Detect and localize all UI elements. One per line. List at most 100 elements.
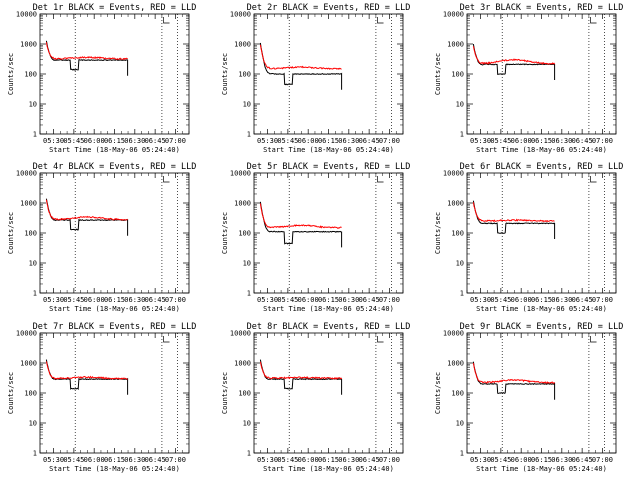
y-tick-label: 1000 [20, 360, 37, 368]
bracket-marker [590, 336, 597, 343]
events-series-line [259, 201, 343, 248]
panel-title: Det 1r BLACK = Events, RED = LLD [33, 3, 197, 13]
y-tick-label: 1 [33, 290, 37, 298]
x-tick-label: 05:45 [63, 296, 84, 304]
x-axis-label: Start Time (18-May-06 05:24:40) [263, 305, 394, 313]
x-tick-label: 06:15 [531, 456, 552, 464]
x-axis-label: Start Time (18-May-06 05:24:40) [476, 305, 607, 313]
panel-det-6: Det 6r BLACK = Events, RED = LLD 1 10 100 10… [434, 162, 623, 313]
bracket-marker [377, 336, 384, 343]
x-tick-label: 06:15 [318, 137, 339, 145]
bracket-marker [377, 17, 384, 24]
y-tick-label: 10000 [443, 11, 464, 19]
y-tick-label: 1000 [447, 200, 464, 208]
bracket-marker [590, 17, 597, 24]
plot-frame [466, 172, 617, 294]
y-tick-label: 10 [29, 101, 37, 109]
y-tick-label: 10000 [443, 170, 464, 178]
x-tick-label: 06:30 [124, 456, 145, 464]
panel-det-2: Det 2r BLACK = Events, RED = LLD 1 10 100 10… [221, 3, 410, 154]
x-tick-label: 06:15 [531, 296, 552, 304]
x-tick-label: 06:00 [298, 296, 319, 304]
panel-title: Det 3r BLACK = Events, RED = LLD [460, 3, 624, 13]
y-axis-label: Counts/sec [434, 372, 442, 414]
bracket-marker [377, 176, 384, 183]
x-tick-label: 06:45 [145, 296, 166, 304]
bracket-marker [590, 176, 597, 183]
lld-series-line [259, 44, 342, 70]
panel-det-3: Det 3r BLACK = Events, RED = LLD 1 10 100 10… [434, 3, 623, 154]
x-tick-label: 07:00 [379, 296, 400, 304]
y-tick-label: 10000 [16, 11, 37, 19]
plot-frame [253, 172, 404, 294]
x-tick-label: 06:45 [359, 296, 380, 304]
x-tick-label: 07:00 [165, 137, 186, 145]
lld-series-line [45, 42, 128, 61]
x-tick-label: 06:45 [145, 137, 166, 145]
x-tick-label: 05:30 [257, 137, 278, 145]
x-tick-label: 06:00 [84, 137, 105, 145]
panel-title: Det 5r BLACK = Events, RED = LLD [247, 162, 411, 172]
x-axis-label: Start Time (18-May-06 05:24:40) [263, 465, 394, 473]
panel-title: Det 6r BLACK = Events, RED = LLD [460, 162, 624, 172]
y-axis-label: Counts/sec [221, 53, 229, 95]
lld-series-line [45, 199, 128, 221]
x-tick-label: 05:30 [43, 456, 64, 464]
x-tick-label: 05:30 [257, 296, 278, 304]
y-tick-label: 1 [247, 290, 251, 298]
x-tick-label: 06:00 [511, 137, 532, 145]
x-tick-label: 05:45 [277, 296, 298, 304]
x-axis-label: Start Time (18-May-06 05:24:40) [49, 465, 180, 473]
plot-frame [466, 13, 617, 135]
x-tick-label: 06:30 [551, 456, 572, 464]
x-tick-label: 05:45 [63, 456, 84, 464]
panel-det-7: Det 7r BLACK = Events, RED = LLD 1 10 100 10… [7, 322, 196, 473]
bracket-marker [163, 336, 170, 343]
x-tick-label: 05:45 [277, 137, 298, 145]
x-tick-label: 07:00 [592, 456, 613, 464]
x-tick-label: 06:30 [338, 456, 359, 464]
x-tick-label: 06:45 [145, 456, 166, 464]
x-tick-label: 06:15 [104, 456, 125, 464]
y-tick-label: 1000 [20, 200, 37, 208]
panel-title: Det 2r BLACK = Events, RED = LLD [247, 3, 411, 13]
y-tick-label: 10 [29, 420, 37, 428]
x-tick-label: 07:00 [592, 137, 613, 145]
x-tick-label: 06:30 [338, 296, 359, 304]
lld-series-line [259, 361, 342, 380]
y-tick-label: 10 [243, 420, 251, 428]
panel-title: Det 9r BLACK = Events, RED = LLD [460, 322, 624, 332]
panel-det-5: Det 5r BLACK = Events, RED = LLD 1 10 100 10… [221, 162, 410, 313]
x-tick-label: 06:15 [104, 137, 125, 145]
y-tick-label: 100 [451, 390, 464, 398]
y-tick-label: 1000 [234, 41, 251, 49]
y-tick-label: 10 [456, 260, 464, 268]
x-tick-label: 07:00 [379, 137, 400, 145]
panel-det-9: Det 9r BLACK = Events, RED = LLD 1 10 100 10… [434, 322, 623, 473]
y-tick-label: 100 [24, 71, 37, 79]
x-tick-label: 05:30 [470, 296, 491, 304]
y-tick-label: 1 [460, 290, 464, 298]
x-tick-label: 06:00 [511, 456, 532, 464]
x-tick-label: 07:00 [379, 456, 400, 464]
y-tick-label: 100 [451, 71, 464, 79]
x-tick-label: 05:45 [490, 296, 511, 304]
x-tick-label: 06:30 [338, 137, 359, 145]
plot-frame [39, 172, 190, 294]
panel-title: Det 7r BLACK = Events, RED = LLD [33, 322, 197, 332]
y-tick-label: 10 [456, 101, 464, 109]
x-tick-label: 05:45 [277, 456, 298, 464]
y-tick-label: 100 [238, 71, 251, 79]
y-axis-label: Counts/sec [434, 212, 442, 254]
plot-frame [39, 13, 190, 135]
x-tick-label: 06:45 [572, 456, 593, 464]
y-tick-label: 1 [247, 131, 251, 139]
x-axis-label: Start Time (18-May-06 05:24:40) [49, 305, 180, 313]
y-tick-label: 1000 [234, 360, 251, 368]
y-tick-label: 10000 [230, 330, 251, 338]
y-tick-label: 10000 [230, 170, 251, 178]
x-tick-label: 05:30 [43, 296, 64, 304]
x-tick-label: 05:30 [43, 137, 64, 145]
x-tick-label: 06:15 [318, 456, 339, 464]
